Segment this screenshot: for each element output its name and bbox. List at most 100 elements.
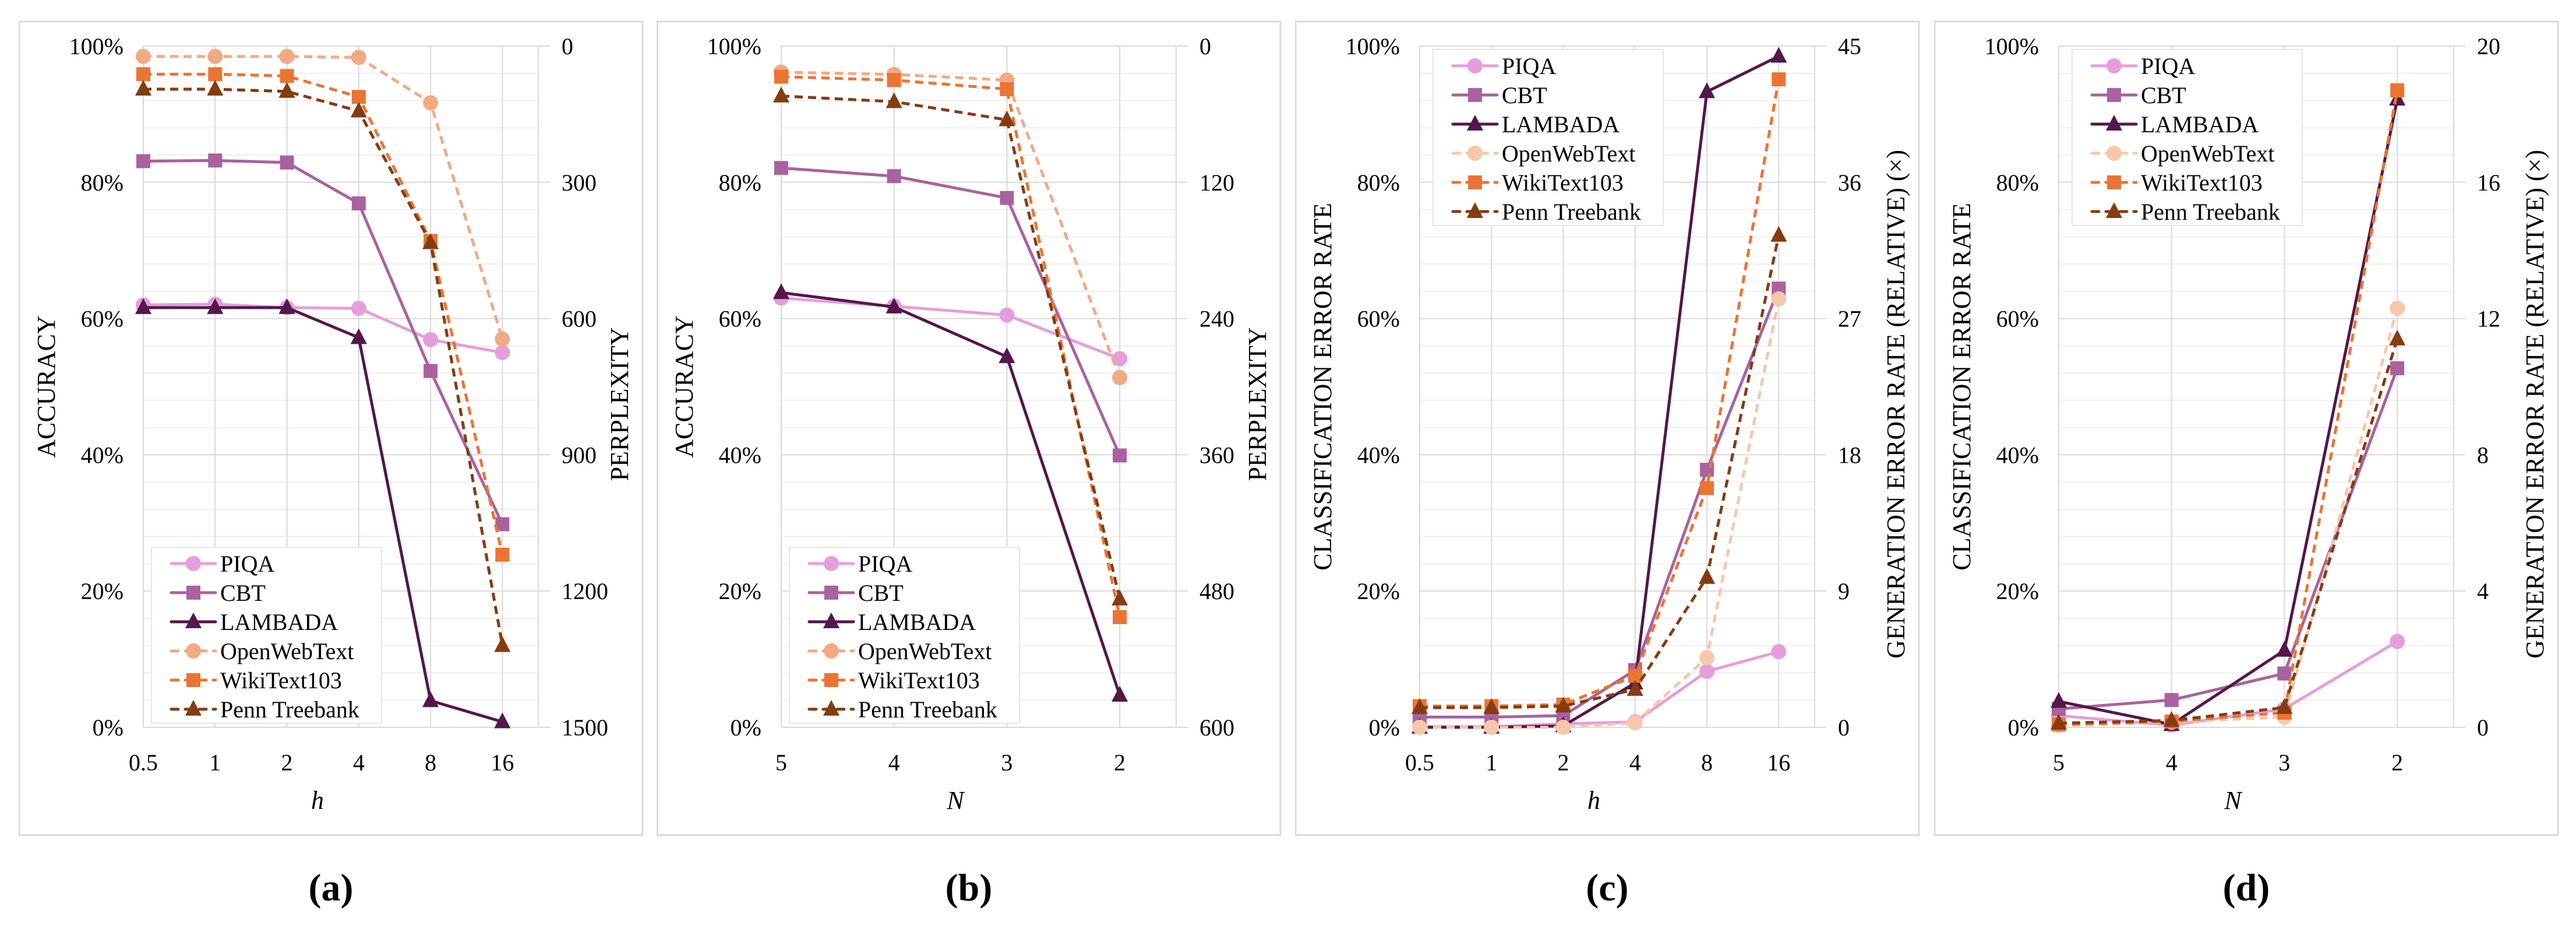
wikitext103-data-point [1772,72,1786,87]
legend-label: OpenWebText [220,638,354,664]
x-tick-label: 0.5 [1405,749,1434,776]
y-axis-title: ACCURACY [670,315,698,458]
panel-b: 0% 600 20% 480 40% 360 60% 240 80% 120 100% 0 5 4 3 2 AC… [657,0,1291,926]
legend-circle-marker-icon [2106,58,2122,73]
x-tick-label: 1 [209,749,221,776]
legend-item-cbt: CBT [1451,82,1547,108]
legend-item-openwebtext: OpenWebText [170,638,354,664]
legend-circle-marker-icon [186,556,201,571]
legend-item-lambada: LAMBADA [807,609,976,635]
penn-treebank-data-point [350,101,367,118]
chart-b: 0% 600 20% 480 40% 360 60% 240 80% 120 100% 0 5 4 3 2 AC… [657,20,1282,909]
legend-item-openwebtext: OpenWebText [1451,140,1635,167]
x-tick-label: 2 [1558,749,1569,776]
openwebtext-data-point [1112,369,1128,385]
legend-item-piqa: PIQA [2090,53,2195,79]
cbt-data-point [774,161,788,175]
lambada-data-point [422,691,439,707]
penn-treebank-data-point [2163,711,2180,727]
y2-axis-title: GENERATION ERROR RATE (RELATIVE) (×) [1882,150,1910,659]
openwebtext-data-point [136,48,151,64]
lambada-data-point [207,298,224,314]
legend-box [151,547,382,724]
x-tick-label: 3 [2278,749,2290,776]
cbt-line [143,159,504,525]
y2-axis-title: GENERATION ERROR RATE (RELATIVE) (×) [2521,150,2549,659]
y2-tick-label: 120 [1199,170,1234,196]
legend-triangle-marker-icon [2106,202,2122,218]
y2-axis-title: PERPLEXITY [1243,328,1272,481]
y2-tick-label: 600 [562,306,597,332]
y2-tick-label: 0 [2477,714,2489,741]
x-axis-title: h [1587,786,1600,815]
penn-treebank-data-point [278,82,295,98]
y-tick-label: 40% [1357,442,1400,468]
cbt-data-point [424,364,438,378]
x-tick-label: 4 [888,749,900,776]
y-tick-label: 80% [81,170,123,196]
penn-treebank-data-point [1483,698,1500,714]
legend-item-lambada: LAMBADA [1451,111,1619,138]
penn-treebank-data-point [998,110,1015,126]
legend-square-marker-icon [186,673,200,687]
legend-label: CBT [220,580,266,606]
legend-item-cbt: CBT [807,580,904,606]
panel-a: 0% 1500 20% 1200 40% 900 60% 600 80% 300 100% 0 0.5 1… [19,0,654,926]
penn-treebank-line [1420,235,1780,709]
y-tick-label: 0% [731,714,761,741]
chart-c: 0% 0 20% 9 40% 18 60% 27 80% 36 100% 45 0.5 1 2 4 8 16 CLA… [1295,20,1920,909]
chart-d: 0% 0 20% 4 40% 8 60% 12 80% 16 100% 20 5 4 3 2 CLASSIFIC… [1934,20,2559,909]
legend-label: LAMBADA [2141,111,2259,138]
cbt-data-point [2164,693,2179,707]
series-wikitext103 [774,69,1127,625]
cbt-data-point [136,154,150,168]
x-tick-label: 8 [425,749,436,776]
penn-treebank-data-point [207,80,224,96]
series-penn-treebank [1411,226,1787,714]
legend: PIQA CBT LAMBADA OpenWebText WikiText103 Penn… [151,547,382,724]
openwebtext-data-point [1484,720,1499,735]
series-cbt [774,161,1127,463]
legend-triangle-marker-icon [1467,202,1483,218]
y2-tick-label: 240 [1199,306,1234,332]
y-tick-label: 20% [81,578,123,604]
wikitext103-data-point [1000,82,1014,97]
y-tick-label: 20% [719,578,761,604]
piqa-data-point [351,301,366,316]
y-tick-label: 80% [1357,170,1400,196]
legend-label: CBT [1502,82,1547,108]
legend-square-marker-icon [824,673,838,687]
lambada-data-point [135,298,151,314]
openwebtext-data-point [1412,720,1427,735]
legend: PIQA CBT LAMBADA OpenWebText WikiText103 Penn… [789,547,1020,724]
legend-label: PIQA [2141,53,2195,79]
legend-box [2072,49,2303,226]
y-tick-label: 80% [719,170,761,196]
legend-label: OpenWebText [858,638,991,664]
y2-tick-label: 18 [1838,442,1861,468]
x-tick-label: 16 [491,749,514,776]
legend-circle-marker-icon [186,643,201,659]
y-tick-label: 0% [2008,714,2039,741]
wikitext103-data-point [208,67,223,82]
x-tick-label: 3 [1001,749,1012,776]
openwebtext-data-point [2390,301,2405,316]
x-tick-label: 2 [1114,749,1125,776]
y-axis-title: CLASSIFICATION ERROR RATE [1947,203,1976,571]
series-lambada [135,298,511,728]
legend-triangle-marker-icon [2106,115,2122,131]
openwebtext-data-point [207,48,223,64]
openwebtext-data-point [1627,715,1643,731]
legend-circle-marker-icon [1467,58,1483,73]
wikitext103-data-point [351,90,366,104]
y-tick-label: 100% [1985,33,2039,59]
penn-treebank-data-point [494,636,511,652]
series-openwebtext [136,48,510,347]
legend-label: PIQA [858,551,912,577]
lambada-data-point [1111,686,1128,702]
cbt-data-point [208,153,223,168]
panel-d: 0% 0 20% 4 40% 8 60% 12 80% 16 100% 20 5 4 3 2 CLASSIFIC… [1934,0,2569,926]
lambada-data-point [494,712,511,728]
legend-square-marker-icon [2107,175,2121,189]
wikitext103-line [143,72,504,555]
